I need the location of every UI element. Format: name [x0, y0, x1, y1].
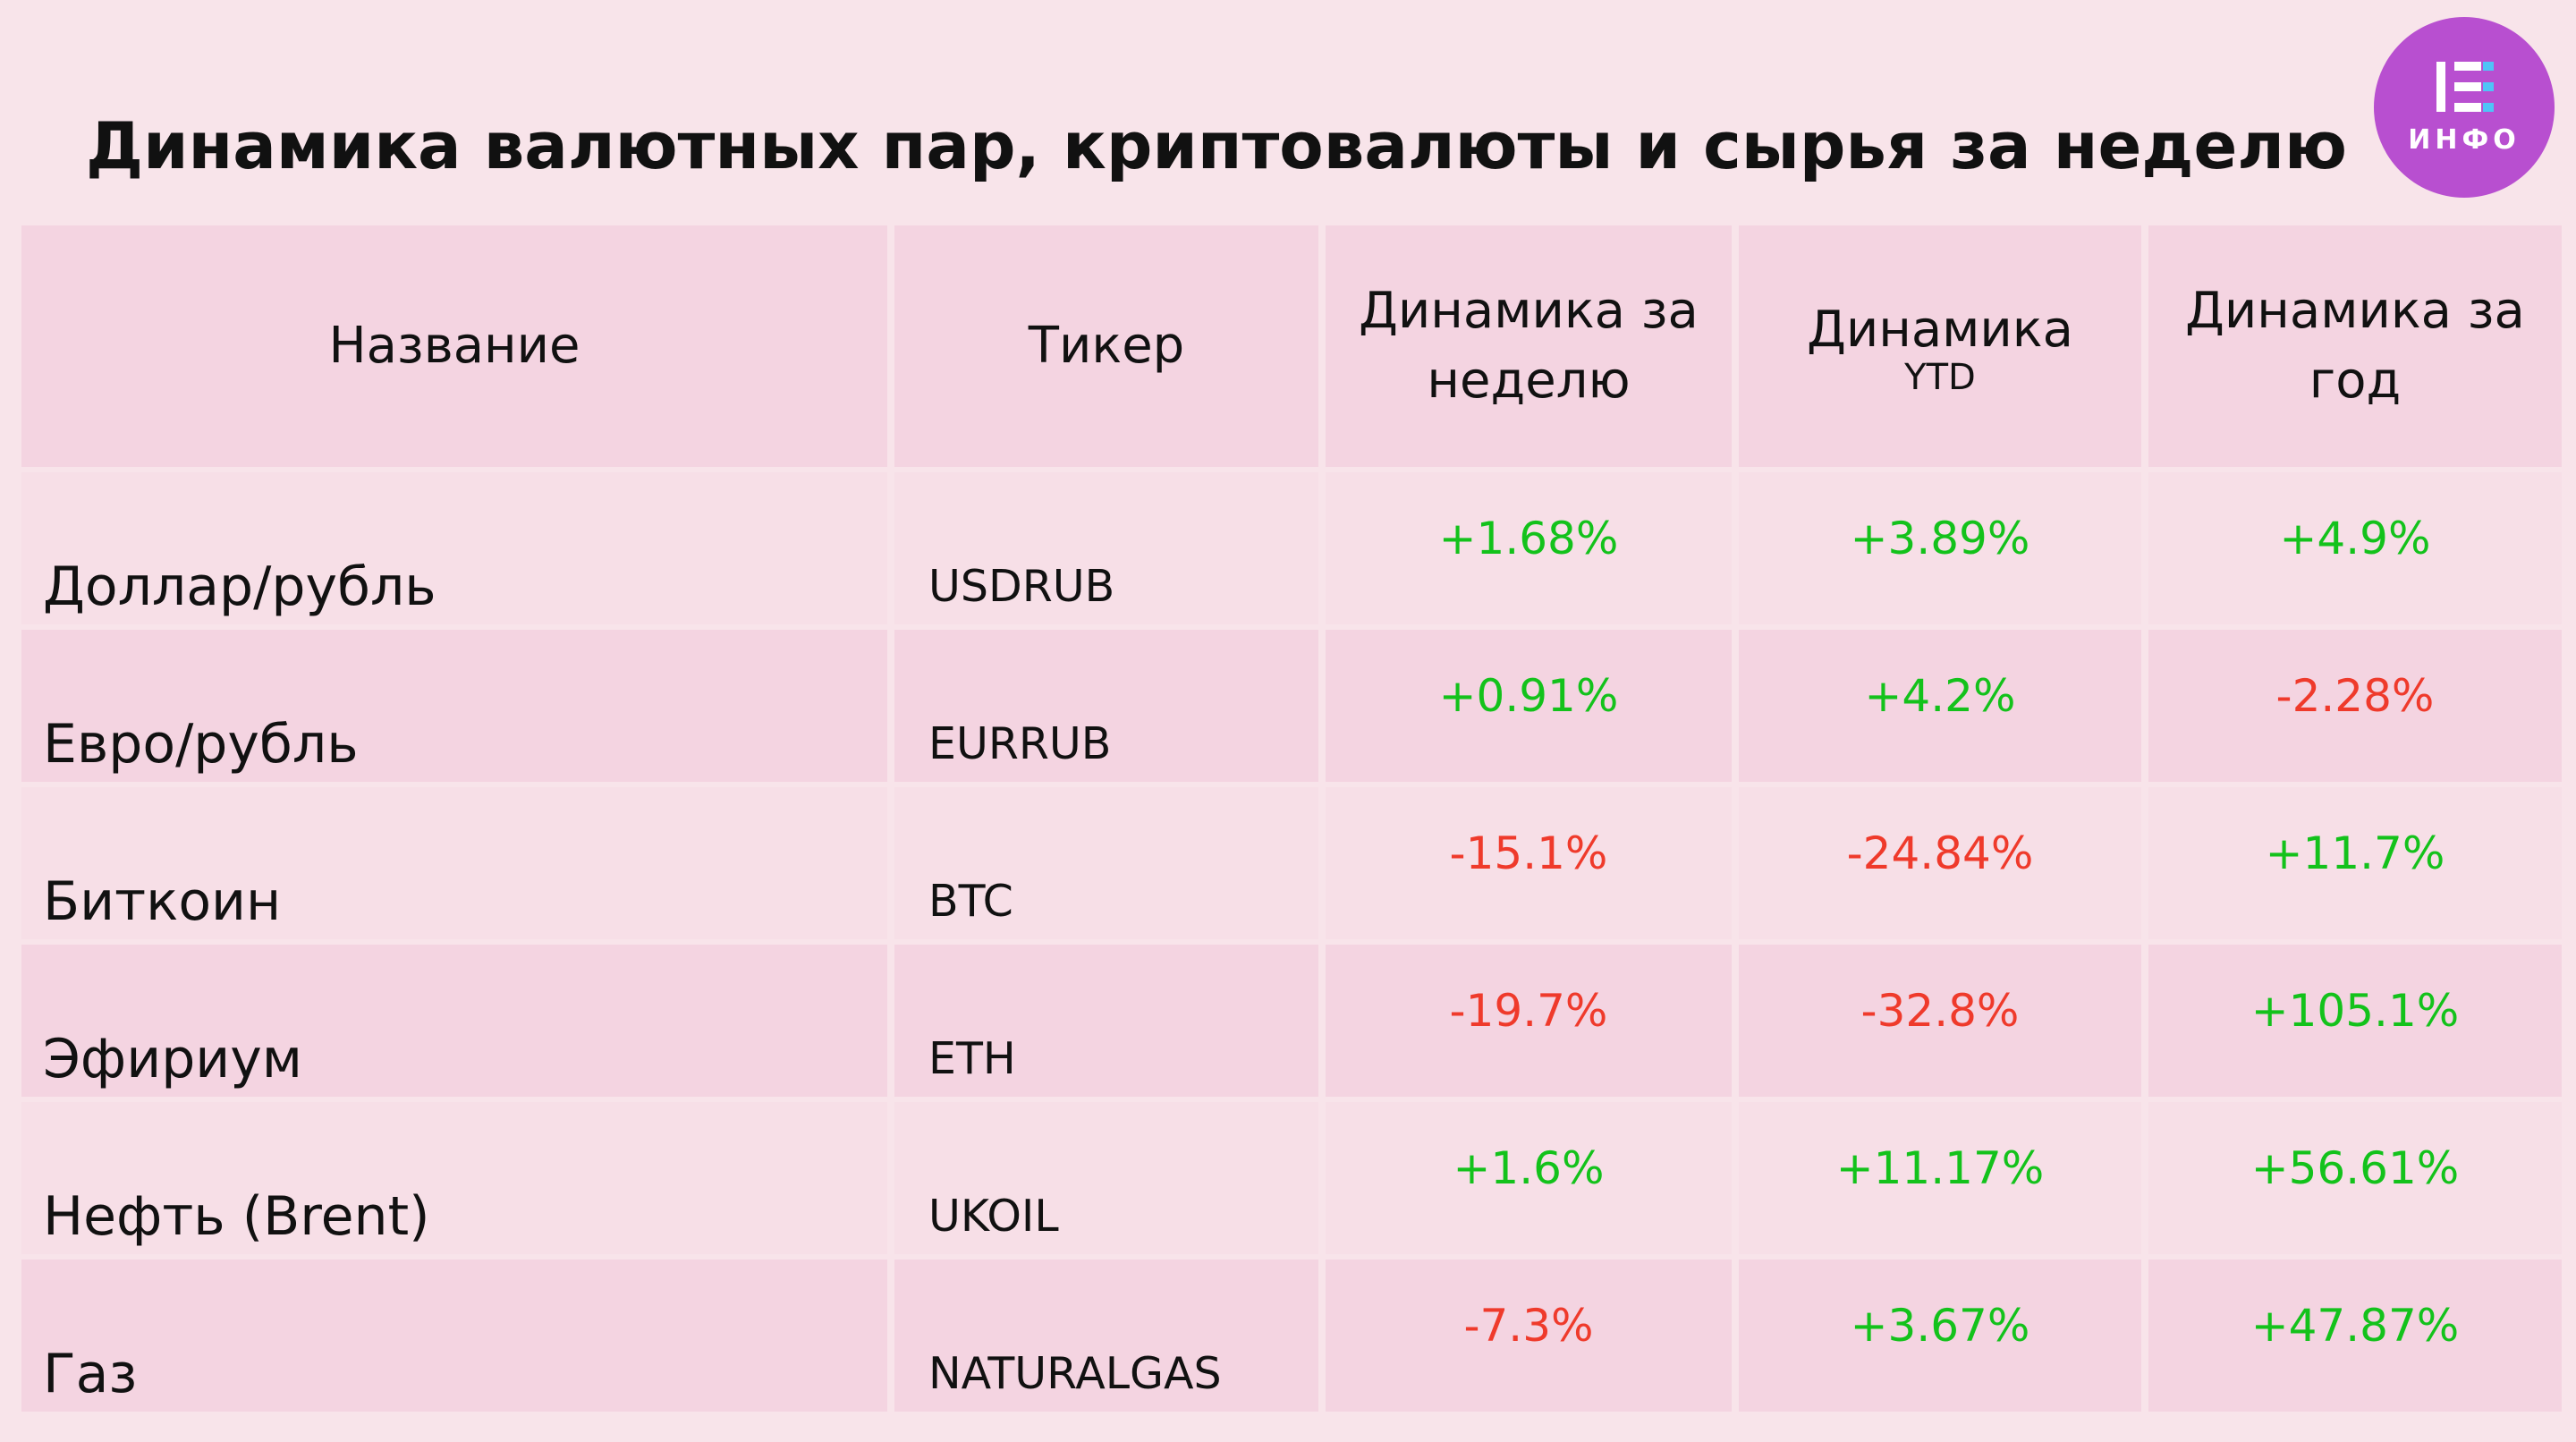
row-4-ticker-cell: UKOIL: [894, 1102, 1318, 1254]
row-5-ytd-cell: +3.67%: [1739, 1260, 2141, 1412]
row-3-year-cell: +105.1%: [2148, 945, 2562, 1097]
change-year-value: +47.87%: [2250, 1300, 2460, 1352]
row-1-ytd-cell: +4.2%: [1739, 630, 2141, 782]
header-name: Название: [21, 225, 887, 467]
row-4-week-cell: +1.6%: [1326, 1102, 1732, 1254]
asset-ticker: NATURALGAS: [928, 1348, 1222, 1399]
row-0-week-cell: +1.68%: [1326, 472, 1732, 624]
row-1-name-cell: Евро/рубль: [21, 630, 887, 782]
page-title: Динамика валютных пар, криптовалюты и сы…: [85, 108, 2347, 183]
change-year-value: +4.9%: [2279, 513, 2431, 564]
row-2-name-cell: Биткоин: [21, 787, 887, 939]
header-ytd: Динамика YTD: [1739, 225, 2141, 467]
row-5-year-cell: +47.87%: [2148, 1260, 2562, 1412]
asset-ticker: UKOIL: [928, 1191, 1059, 1242]
header-ytd-sub: YTD: [1904, 357, 1976, 398]
change-week-value: +0.91%: [1438, 670, 1619, 722]
change-week-value: -7.3%: [1463, 1300, 1594, 1352]
row-2-ticker-cell: BTC: [894, 787, 1318, 939]
row-3-name-cell: Эфириум: [21, 945, 887, 1097]
asset-ticker: BTC: [928, 876, 1013, 927]
logo-e-icon: [2436, 62, 2494, 112]
row-3-week-cell: -19.7%: [1326, 945, 1732, 1097]
header-year-line-2: год: [2309, 352, 2402, 410]
header-week-line-1: Динамика за: [1359, 282, 1699, 340]
change-ytd-value: -32.8%: [1860, 985, 2020, 1037]
header-year: Динамика за год: [2148, 225, 2562, 467]
change-ytd-value: +4.2%: [1864, 670, 2016, 722]
header-year-line-1: Динамика за: [2185, 282, 2525, 340]
row-0-year-cell: +4.9%: [2148, 472, 2562, 624]
row-5-week-cell: -7.3%: [1326, 1260, 1732, 1412]
change-year-value: +105.1%: [2250, 985, 2460, 1037]
row-3-ytd-cell: -32.8%: [1739, 945, 2141, 1097]
row-3-ticker-cell: ETH: [894, 945, 1318, 1097]
asset-name: Доллар/рубль: [43, 556, 436, 618]
row-2-year-cell: +11.7%: [2148, 787, 2562, 939]
change-year-value: -2.28%: [2275, 670, 2435, 722]
header-name-label: Название: [328, 317, 580, 375]
asset-name: Эфириум: [43, 1028, 303, 1090]
change-year-value: +56.61%: [2250, 1142, 2460, 1194]
change-week-value: -15.1%: [1449, 827, 1608, 879]
change-week-value: +1.6%: [1453, 1142, 1605, 1194]
header-ytd-line-1: Динамика: [1807, 301, 2073, 359]
asset-ticker: EURRUB: [928, 718, 1112, 769]
row-0-name-cell: Доллар/рубль: [21, 472, 887, 624]
row-1-year-cell: -2.28%: [2148, 630, 2562, 782]
dynamics-table: Название Тикер Динамика за неделю Динами…: [21, 225, 2562, 1412]
header-ticker: Тикер: [894, 225, 1318, 467]
logo: ИНФО: [2374, 17, 2555, 198]
header-ticker-label: Тикер: [1028, 317, 1185, 375]
asset-name: Нефть (Brent): [43, 1185, 430, 1248]
asset-name: Биткоин: [43, 870, 282, 933]
asset-name: Евро/рубль: [43, 713, 359, 776]
change-week-value: -19.7%: [1449, 985, 1608, 1037]
row-0-ticker-cell: USDRUB: [894, 472, 1318, 624]
change-ytd-value: +3.89%: [1850, 513, 2030, 564]
asset-ticker: USDRUB: [928, 561, 1115, 612]
header-week-line-2: неделю: [1427, 352, 1631, 410]
change-year-value: +11.7%: [2265, 827, 2445, 879]
row-2-week-cell: -15.1%: [1326, 787, 1732, 939]
logo-text: ИНФО: [2408, 124, 2521, 156]
row-5-name-cell: Газ: [21, 1260, 887, 1412]
row-5-ticker-cell: NATURALGAS: [894, 1260, 1318, 1412]
row-4-name-cell: Нефть (Brent): [21, 1102, 887, 1254]
row-4-year-cell: +56.61%: [2148, 1102, 2562, 1254]
change-week-value: +1.68%: [1438, 513, 1619, 564]
row-2-ytd-cell: -24.84%: [1739, 787, 2141, 939]
asset-name: Газ: [43, 1343, 138, 1405]
header-week: Динамика за неделю: [1326, 225, 1732, 467]
row-1-ticker-cell: EURRUB: [894, 630, 1318, 782]
change-ytd-value: +3.67%: [1850, 1300, 2030, 1352]
change-ytd-value: +11.17%: [1835, 1142, 2045, 1194]
asset-ticker: ETH: [928, 1033, 1016, 1084]
change-ytd-value: -24.84%: [1846, 827, 2034, 879]
row-0-ytd-cell: +3.89%: [1739, 472, 2141, 624]
row-1-week-cell: +0.91%: [1326, 630, 1732, 782]
row-4-ytd-cell: +11.17%: [1739, 1102, 2141, 1254]
